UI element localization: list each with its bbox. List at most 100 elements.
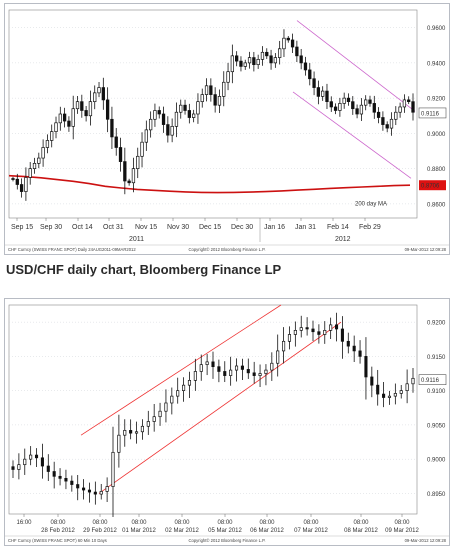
candle-body: [75, 101, 80, 110]
candle-body: [211, 361, 215, 368]
candle-body: [161, 113, 166, 125]
channel-upper-line: [80, 304, 282, 436]
x-tick-label: Feb 14: [327, 224, 349, 231]
candle-body: [256, 59, 260, 65]
footer-mid: Copyright© 2012 Bloomberg Finance L.P.: [188, 247, 265, 252]
candle-body: [299, 55, 303, 64]
x-tick-time: 08:00: [303, 520, 319, 526]
candle-body: [88, 101, 93, 117]
y-tick-label: 0.9200: [427, 321, 446, 327]
candle-body: [170, 395, 174, 404]
candle-body: [370, 376, 374, 386]
x-tick-date: 08 Mar 2012: [344, 528, 378, 534]
y-tick-label: 0.9000: [427, 458, 446, 464]
y-tick-label: 0.8950: [427, 492, 446, 498]
hourly-chart: 0.8950 0.9000 0.9050 0.9100 0.9150 0.9200 16:0…: [5, 304, 449, 543]
x-tick-label: Oct 31: [103, 224, 124, 231]
candle-body: [252, 372, 256, 376]
candle-body: [140, 425, 144, 433]
candle-body: [123, 430, 127, 436]
candle-body: [24, 177, 28, 192]
daily-chart: 0.8600 0.8800 0.9000 0.9200 0.9400 0.9600 Sep …: [5, 9, 449, 252]
candle-body: [153, 110, 157, 120]
footer-right: 09-Mar-2012 12:09:28: [405, 247, 447, 252]
candle-body: [136, 155, 140, 169]
candle-body: [323, 330, 327, 335]
candle-body: [311, 328, 315, 333]
candle-body: [187, 380, 192, 386]
candle-body: [351, 101, 355, 110]
candle-body: [385, 124, 389, 129]
candle-body: [17, 464, 21, 470]
x-tick-time: 08:00: [259, 520, 275, 526]
candle-body: [41, 147, 45, 159]
candle-body: [358, 350, 362, 357]
candle-body: [62, 113, 67, 122]
candle-body: [411, 101, 415, 113]
candle-body: [389, 118, 394, 129]
candle-body: [200, 94, 204, 103]
candle-body: [235, 55, 239, 62]
y-tick-label: 0.9050: [427, 423, 446, 429]
ma-200-line: [8, 174, 411, 194]
candle-body: [405, 383, 409, 392]
candle-body: [364, 356, 368, 378]
candle-body: [338, 103, 342, 111]
x-tick-label: Jan 31: [295, 224, 316, 231]
footer-left: CHF Curncy (SWISS FRANC SPOT) 60 Min 10 …: [8, 538, 107, 543]
candle-body: [129, 430, 133, 434]
ma-label: 200 day MA: [355, 202, 387, 208]
candle-body: [382, 393, 386, 398]
ma-tag-label: 0.8706: [421, 184, 440, 190]
candle-body: [243, 62, 247, 67]
candle-body: [334, 324, 339, 330]
channel-lower-line: [98, 321, 342, 494]
year-label: 2012: [335, 236, 351, 243]
candle-body: [273, 57, 278, 64]
candle-body: [364, 99, 368, 106]
candle-body: [123, 161, 127, 182]
candle-body: [217, 96, 222, 106]
candle-body: [346, 97, 351, 103]
candle-body: [193, 371, 197, 381]
x-tick-label: Nov 15: [135, 224, 157, 231]
candle-body: [76, 484, 80, 489]
candle-body: [287, 334, 292, 342]
x-tick-label: Sep 30: [40, 224, 62, 231]
candle-body: [199, 364, 203, 372]
candle-body: [308, 69, 312, 80]
candle-body: [127, 180, 131, 184]
candle-body: [82, 487, 86, 491]
candle-body: [376, 111, 381, 118]
x-tick-date: 28 Feb 2012: [41, 528, 75, 534]
candle-body: [140, 141, 144, 157]
candle-body: [239, 60, 243, 67]
y-tick-label: 0.9000: [427, 132, 446, 138]
candle-body: [286, 37, 290, 41]
price-tag-box: [418, 374, 447, 385]
candle-body: [407, 99, 411, 103]
x-tick-label: Feb 29: [359, 224, 381, 231]
candle-body: [387, 395, 392, 398]
candle-body: [58, 113, 62, 124]
x-tick-date: 29 Feb 2012: [83, 528, 117, 534]
candle-body: [204, 85, 209, 95]
candle-body: [229, 369, 233, 376]
y-tick-label: 0.8600: [427, 202, 446, 208]
candle-body: [329, 101, 333, 108]
candle-body: [252, 57, 256, 65]
candle-body: [265, 51, 269, 57]
candle-body: [29, 454, 33, 460]
candle-body: [117, 434, 121, 453]
candle-body: [342, 97, 346, 104]
candle-body: [97, 87, 101, 94]
x-tick-date: 02 Mar 2012: [165, 528, 199, 534]
candle-body: [191, 113, 196, 118]
y-tick-label: 0.9200: [427, 97, 446, 103]
x-tick-label: Dec 30: [231, 224, 253, 231]
candle-body: [34, 454, 39, 459]
candle-body: [118, 147, 123, 162]
candle-body: [179, 104, 183, 113]
candle-body: [152, 416, 156, 422]
x-tick-time: 08:00: [50, 520, 66, 526]
